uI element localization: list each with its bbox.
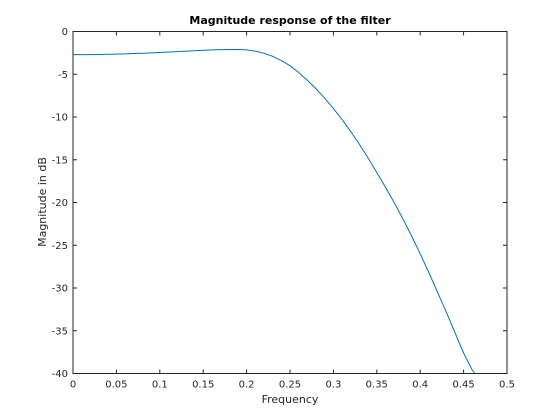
x-tick-label: 0.05 bbox=[105, 380, 127, 391]
x-tick-label: 0.1 bbox=[152, 380, 168, 391]
y-axis: 0 -5 -10 -15 -20 -25 -30 -35 -40 bbox=[52, 27, 507, 380]
series-line-magnitude bbox=[73, 48, 476, 374]
y-tick-label: -30 bbox=[52, 284, 68, 295]
chart-title: Magnitude response of the filter bbox=[189, 14, 391, 27]
y-tick-label: -15 bbox=[52, 155, 68, 166]
x-tick-label: 0.35 bbox=[366, 380, 388, 391]
y-tick-label: 0 bbox=[62, 27, 68, 38]
x-axis-label: Frequency bbox=[262, 393, 319, 406]
x-tick-label: 0.5 bbox=[499, 380, 515, 391]
y-tick-label: -5 bbox=[58, 70, 68, 81]
x-tick-label: 0.2 bbox=[239, 380, 255, 391]
x-axis: 0 0.05 0.1 0.15 0.2 0.25 0.3 0.35 0.4 0.45 0.5 bbox=[70, 31, 515, 391]
x-tick-label: 0.4 bbox=[412, 380, 428, 391]
axes-frame bbox=[72, 31, 508, 374]
y-tick-label: -10 bbox=[52, 113, 68, 124]
y-tick-label: -35 bbox=[52, 326, 68, 337]
x-tick-label: 0.15 bbox=[192, 380, 214, 391]
x-tick-label: 0.25 bbox=[279, 380, 301, 391]
y-tick-label: -20 bbox=[52, 198, 68, 209]
y-tick-label: -40 bbox=[52, 369, 68, 380]
x-tick-label: 0 bbox=[70, 380, 76, 391]
y-tick-label: -25 bbox=[52, 241, 68, 252]
x-tick-label: 0.45 bbox=[452, 380, 474, 391]
plot-area: 0 0.05 0.1 0.15 0.2 0.25 0.3 0.35 0.4 0.45 0.5 0 -5… bbox=[52, 27, 515, 391]
x-tick-label: 0.3 bbox=[325, 380, 341, 391]
y-axis-label: Magnitude in dB bbox=[36, 157, 49, 247]
